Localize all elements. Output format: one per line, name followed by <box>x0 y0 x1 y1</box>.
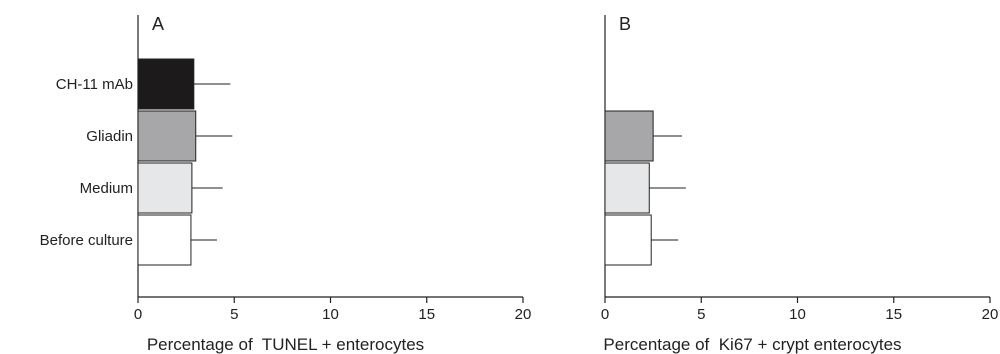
chart-panel-b: 0 5 10 15 20 Percentage of Ki67 + crypt enter… <box>601 14 999 354</box>
x-tick-label: 5 <box>230 306 238 323</box>
x-tick-label: 15 <box>885 306 902 323</box>
bar <box>604 110 654 162</box>
category-label: CH-11 mAb <box>56 76 133 93</box>
panel-label: B <box>619 14 631 34</box>
x-tick-label: 20 <box>982 306 999 323</box>
bar <box>137 58 195 110</box>
bar <box>604 214 652 266</box>
bar <box>137 214 192 266</box>
x-tick-label: 10 <box>322 306 339 323</box>
x-tick-label: 10 <box>789 306 806 323</box>
x-tick-label: 5 <box>697 306 705 323</box>
x-tick-label: 0 <box>601 306 609 323</box>
x-tick-label: 0 <box>134 306 142 323</box>
bar <box>137 162 193 214</box>
bar <box>604 162 650 214</box>
panel-label: A <box>152 14 164 34</box>
category-label: Medium <box>80 180 133 197</box>
x-tick-label: 20 <box>515 306 532 323</box>
bar <box>137 110 197 162</box>
x-axis-title: Percentage of Ki67 + crypt enterocytes <box>603 335 901 354</box>
chart-panel-a: 0 5 10 15 20 Percentage of TUNEL + enterocyte… <box>40 14 532 354</box>
category-label: Before culture <box>40 232 133 249</box>
x-axis-title: Percentage of TUNEL + enterocytes <box>147 335 424 354</box>
x-tick-label: 15 <box>418 306 435 323</box>
category-label: Gliadin <box>86 128 133 145</box>
